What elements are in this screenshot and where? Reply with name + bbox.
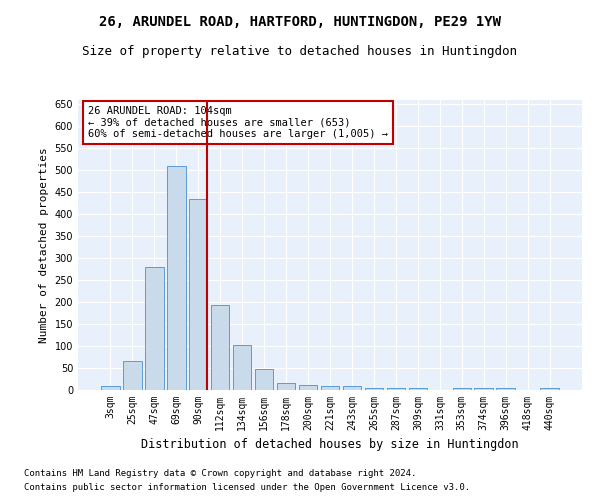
Bar <box>299 384 317 390</box>
Bar <box>123 362 142 390</box>
Bar <box>211 305 229 390</box>
Text: Size of property relative to detached houses in Huntingdon: Size of property relative to detached ho… <box>83 45 517 58</box>
X-axis label: Distribution of detached houses by size in Huntingdon: Distribution of detached houses by size … <box>141 438 519 452</box>
Text: Contains public sector information licensed under the Open Government Licence v3: Contains public sector information licen… <box>24 484 470 492</box>
Text: 26, ARUNDEL ROAD, HARTFORD, HUNTINGDON, PE29 1YW: 26, ARUNDEL ROAD, HARTFORD, HUNTINGDON, … <box>99 15 501 29</box>
Bar <box>496 388 515 390</box>
Bar <box>145 267 164 390</box>
Y-axis label: Number of detached properties: Number of detached properties <box>39 147 49 343</box>
Bar <box>365 388 383 390</box>
Bar <box>541 388 559 390</box>
Bar <box>409 388 427 390</box>
Bar <box>255 370 274 390</box>
Bar <box>320 386 340 390</box>
Text: 26 ARUNDEL ROAD: 104sqm
← 39% of detached houses are smaller (653)
60% of semi-d: 26 ARUNDEL ROAD: 104sqm ← 39% of detache… <box>88 106 388 139</box>
Bar <box>101 386 119 390</box>
Bar <box>233 344 251 390</box>
Bar <box>167 166 185 390</box>
Text: Contains HM Land Registry data © Crown copyright and database right 2024.: Contains HM Land Registry data © Crown c… <box>24 468 416 477</box>
Bar <box>189 199 208 390</box>
Bar <box>452 388 471 390</box>
Bar <box>386 388 405 390</box>
Bar <box>343 386 361 390</box>
Bar <box>475 388 493 390</box>
Bar <box>277 384 295 390</box>
